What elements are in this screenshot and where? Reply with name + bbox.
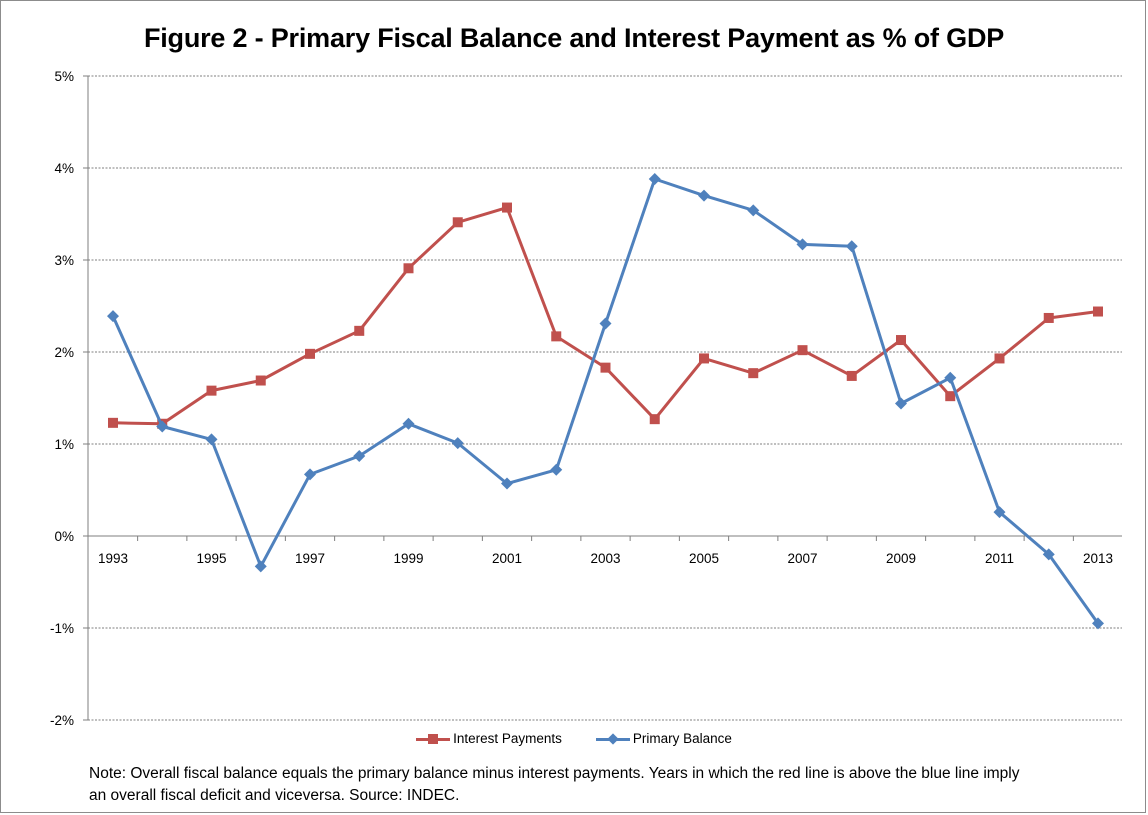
axes: [83, 75, 1122, 721]
x-tick-label: 2003: [590, 551, 620, 566]
data-point-primary-balance: [451, 437, 464, 450]
legend-swatch-interest-payments: [416, 733, 451, 745]
legend-label-interest-payments: Interest Payments: [453, 731, 562, 746]
x-tick-label: 2001: [492, 551, 522, 566]
y-tick-label: 0%: [54, 529, 74, 544]
y-tick-label: -1%: [50, 621, 74, 636]
x-tick-label: 2007: [787, 551, 817, 566]
data-point-primary-balance: [107, 310, 119, 323]
data-point-primary-balance: [698, 189, 710, 202]
x-tick-label: 1997: [295, 551, 325, 566]
x-tick-label: 2009: [886, 551, 916, 566]
y-tick-label: 2%: [54, 345, 74, 360]
data-point-primary-balance: [1042, 548, 1055, 561]
data-point-interest-payments: [797, 345, 808, 356]
chart-note: Note: Overall fiscal balance equals the …: [89, 763, 1089, 807]
legend-item-primary-balance: Primary Balance: [595, 731, 732, 746]
data-point-interest-payments: [502, 202, 512, 213]
y-tick-label: 4%: [54, 161, 74, 176]
data-point-interest-payments: [403, 263, 414, 274]
data-point-interest-payments: [305, 348, 315, 359]
x-tick-label: 2005: [689, 551, 719, 566]
series-lines: [107, 173, 1104, 630]
data-point-interest-payments: [1043, 312, 1054, 323]
data-point-interest-payments: [846, 370, 857, 381]
x-tick-label: 2011: [985, 551, 1014, 566]
data-point-primary-balance: [796, 238, 809, 251]
note-line-2: an overall fiscal deficit and viceversa.…: [89, 787, 460, 804]
data-point-primary-balance: [944, 371, 957, 384]
data-point-interest-payments: [1093, 306, 1103, 317]
data-point-primary-balance: [747, 204, 760, 217]
x-tick-label: 2013: [1083, 551, 1113, 566]
legend-item-interest-payments: Interest Payments: [416, 731, 562, 746]
data-point-primary-balance: [845, 240, 858, 253]
data-point-primary-balance: [993, 506, 1006, 519]
data-point-interest-payments: [551, 331, 562, 342]
y-tick-label: 3%: [54, 253, 74, 268]
data-point-interest-payments: [649, 414, 660, 425]
x-tick-label: 1993: [98, 551, 128, 566]
data-point-interest-payments: [945, 391, 956, 402]
y-tick-label: -2%: [50, 713, 74, 728]
data-point-interest-payments: [600, 362, 611, 373]
data-point-interest-payments: [896, 335, 906, 346]
data-point-primary-balance: [550, 463, 563, 476]
y-tick-label: 1%: [54, 437, 74, 452]
data-point-interest-payments: [748, 368, 759, 379]
data-point-primary-balance: [895, 397, 907, 410]
data-point-interest-payments: [206, 385, 217, 396]
note-line-1: Note: Overall fiscal balance equals the …: [89, 765, 1020, 782]
data-point-interest-payments: [452, 217, 463, 228]
y-tick-label: 5%: [54, 69, 74, 84]
data-point-primary-balance: [254, 560, 267, 573]
tick-labels: 5% 4% 3% 2% 1% 0% -1% -2% 1993 1995 1997 1999 2001 20…: [50, 69, 1113, 728]
data-point-interest-payments: [354, 325, 365, 336]
legend-swatch-primary-balance: [595, 732, 630, 745]
gridlines: [88, 75, 1122, 721]
data-point-interest-payments: [255, 375, 266, 386]
chart-title: Figure 2 - Primary Fiscal Balance and In…: [143, 23, 1005, 53]
data-point-primary-balance: [205, 433, 218, 446]
data-point-primary-balance: [1092, 617, 1104, 630]
data-point-primary-balance: [599, 317, 612, 330]
data-point-primary-balance: [648, 173, 661, 186]
data-point-primary-balance: [156, 420, 169, 433]
legend: Interest Payments Primary Balance: [1, 731, 1147, 746]
x-tick-label: 1999: [393, 551, 423, 566]
legend-label-primary-balance: Primary Balance: [632, 731, 732, 746]
data-point-interest-payments: [108, 417, 118, 428]
x-tick-label: 1995: [196, 551, 226, 566]
data-point-primary-balance: [304, 468, 316, 481]
data-point-interest-payments: [699, 353, 709, 364]
data-point-interest-payments: [994, 353, 1005, 364]
data-point-primary-balance: [501, 477, 513, 490]
data-point-primary-balance: [353, 449, 366, 462]
data-point-primary-balance: [402, 417, 415, 430]
